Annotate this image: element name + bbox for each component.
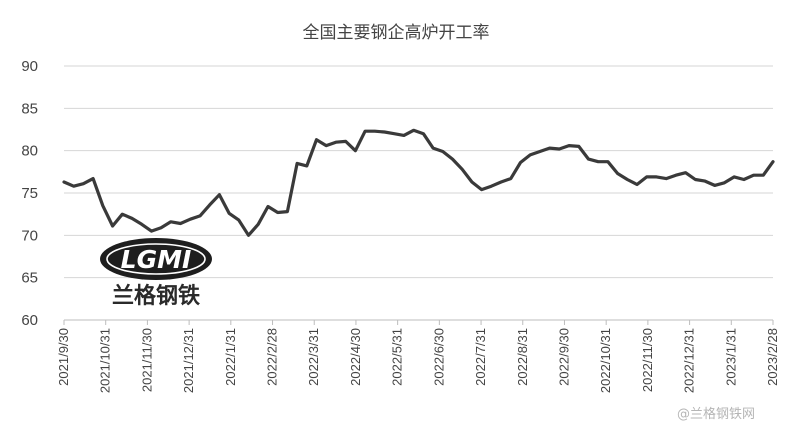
x-tick-label: 2022/8/31 [515,328,530,386]
y-tick-label: 60 [21,312,38,329]
logo-chinese: 兰格钢铁 [112,283,200,309]
x-tick-label: 2022/4/30 [348,328,363,386]
x-tick-label: 2022/2/28 [265,328,280,386]
y-tick-label: 90 [21,58,38,75]
logo-latin: LGMI [121,245,192,274]
chart-title: 全国主要钢企高炉开工率 [303,23,490,43]
x-tick-label: 2022/6/30 [431,328,446,386]
x-tick-label: 2021/12/31 [181,328,196,393]
x-tick-label: 2022/7/31 [473,328,488,386]
x-tick-label: 2022/10/31 [598,328,613,393]
x-tick-label: 2022/9/30 [556,328,571,386]
x-tick-label: 2022/11/30 [640,328,655,392]
series-layer [62,128,775,237]
y-tick-label: 80 [21,143,38,160]
x-tick-label: 2022/3/31 [306,328,321,386]
x-tick-label: 2022/12/31 [682,328,697,393]
x-tick-label: 2022/1/31 [223,328,238,386]
logo-ring [106,243,206,275]
x-tick-label: 2023/1/31 [723,328,738,386]
series-line-0 [62,128,775,237]
y-tick-label: 65 [21,270,38,287]
y-tick-label: 75 [21,185,38,202]
y-tick-label: 70 [21,227,38,244]
y-tick-label: 85 [21,100,38,117]
x-tick-label: 2021/9/30 [56,328,71,386]
logo-ellipse [100,238,212,280]
x-tick-label: 2022/5/31 [390,328,405,386]
watermark-text: @兰格钢铁网 [677,406,755,422]
y-axis-ticks: 60 65 70 75 80 85 90 [21,58,38,329]
lgmi-logo: LGMI 兰格钢铁 [100,238,212,309]
x-axis-ticks: 2021/9/30 2021/10/31 2021/11/30 2021/12/31 2… [56,320,780,393]
x-tick-label: 2023/2/28 [765,328,780,386]
x-tick-label: 2021/10/31 [98,328,113,393]
x-tick-label: 2021/11/30 [139,328,154,392]
gridlines [64,65,773,321]
